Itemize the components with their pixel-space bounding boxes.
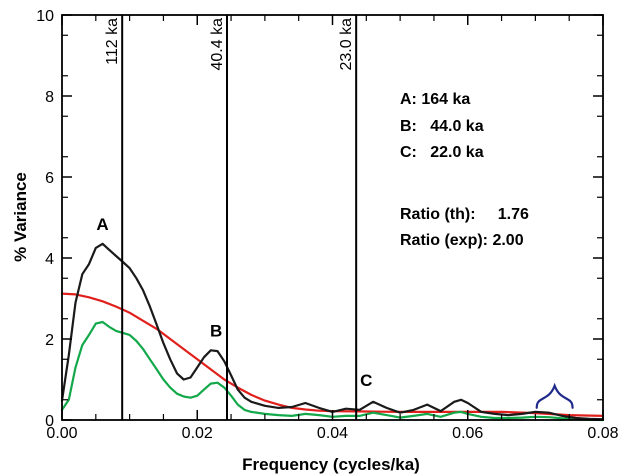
- y-axis-title: % Variance: [11, 172, 30, 262]
- y-tick-label: 10: [36, 8, 54, 25]
- x-axis-title: Frequency (cycles/ka): [242, 455, 420, 474]
- series-line-black: [60, 242, 605, 421]
- y-tick-label: 2: [45, 332, 54, 349]
- info-line-a: A: 164 ka: [400, 91, 470, 108]
- x-tick-label: 0.00: [46, 425, 77, 442]
- reference-line-label: 112 ka: [104, 18, 121, 65]
- x-tick-label: 0.08: [587, 425, 618, 442]
- info-ratio-exp: Ratio (exp): 2.00: [400, 232, 524, 249]
- peak-label-a: A: [96, 215, 108, 234]
- info-line-b: B: 44.0 ka: [400, 118, 484, 135]
- y-tick-label: 4: [45, 251, 54, 268]
- x-tick-label: 0.02: [182, 425, 213, 442]
- peak-label-b: B: [210, 321, 222, 340]
- x-tick-label: 0.06: [452, 425, 483, 442]
- ticks: 0.00 0.02 0.04 0.06 0.08 0 2 4 6 8 10: [36, 8, 618, 442]
- x-tick-label: 0.04: [317, 425, 348, 442]
- reference-line-label: 23.0 ka: [338, 18, 355, 71]
- peak-label-c: C: [360, 371, 372, 390]
- series-line-green: [60, 320, 605, 422]
- reference-lines: 112 ka 40.4 ka 23.0 ka: [104, 15, 358, 420]
- y-tick-label: 6: [45, 170, 54, 187]
- reference-line-label: 40.4 ka: [209, 18, 226, 71]
- info-ratio-th: Ratio (th): 1.76: [400, 206, 529, 223]
- y-tick-label: 0: [45, 413, 54, 430]
- y-tick-label: 8: [45, 89, 54, 106]
- labels: A B C: [96, 215, 574, 409]
- info-box: A: 164 ka B: 44.0 ka C: 22.0 ka Ratio (t…: [400, 91, 529, 249]
- info-line-c: C: 22.0 ka: [400, 144, 484, 161]
- series-line-red: [60, 292, 605, 417]
- series-layer: [60, 242, 605, 422]
- curly-bracket-marker: [535, 382, 574, 409]
